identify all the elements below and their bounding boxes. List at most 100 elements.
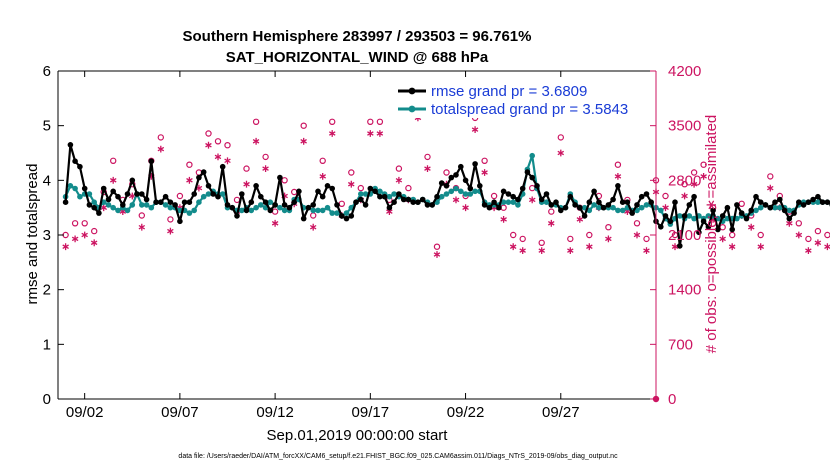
rmse-point — [196, 174, 202, 181]
rmse-point — [724, 204, 731, 211]
rmse-point — [510, 193, 516, 200]
obs-possible-marker — [548, 208, 555, 215]
rmse-point — [172, 202, 178, 208]
spread-point — [205, 191, 212, 197]
spread-point — [334, 210, 340, 216]
obs-possible-marker — [614, 161, 622, 168]
rmse-point — [572, 202, 578, 208]
chart-title: Southern Hemisphere 283997 / 293503 = 96… — [183, 28, 532, 45]
rmse-point — [743, 215, 750, 222]
obs-assimilated-marker — [328, 130, 336, 137]
rmse-point — [386, 204, 393, 211]
obs-assimilated-marker — [671, 243, 679, 251]
rmse-point — [796, 199, 802, 205]
obs-possible-marker — [224, 141, 231, 149]
y-axis-label: rmse and totalspread — [24, 164, 41, 305]
legend: rmse grand pr = 3.6809 totalspread grand… — [392, 80, 650, 118]
x-tick-label: 09/22 — [447, 404, 485, 421]
spread-point — [615, 207, 621, 214]
obs-assimilated-marker — [157, 145, 165, 153]
rmse-point — [462, 177, 469, 184]
y2-tick-label: 0 — [668, 391, 676, 408]
x-tick-label: 09/02 — [66, 404, 104, 421]
obs-possible-marker — [824, 231, 830, 239]
spread-point — [115, 207, 121, 214]
obs-possible-marker — [510, 231, 517, 239]
spread-point — [258, 202, 264, 208]
rmse-point — [315, 188, 321, 195]
rmse-point — [339, 213, 345, 219]
obs-possible-marker — [348, 169, 355, 176]
obs-assimilated-marker — [271, 219, 279, 227]
rmse-point — [267, 207, 274, 214]
legend-spread-marker — [408, 105, 416, 113]
spread-point — [281, 207, 288, 214]
obs-possible-marker — [252, 118, 260, 126]
spread-point — [277, 204, 283, 211]
y2-tick-label: 2100 — [668, 227, 701, 244]
rmse-point — [234, 213, 240, 219]
obs-possible-marker — [433, 243, 441, 250]
y2-tick-label: 4200 — [668, 63, 701, 80]
obs-assimilated-marker — [481, 169, 488, 176]
obs-assimilated-marker — [690, 180, 698, 188]
rmse-line — [64, 143, 830, 247]
obs-assimilated-marker — [214, 153, 222, 161]
spread-point — [677, 213, 683, 219]
x-tick-label: 09/17 — [352, 404, 390, 421]
obs-assimilated-marker — [128, 192, 136, 200]
obs-possible-marker — [700, 161, 707, 168]
obs-possible-marker — [662, 192, 669, 200]
rmse-point — [553, 199, 559, 205]
rmse-point — [405, 196, 412, 203]
rmse-point — [729, 226, 735, 233]
rmse-point — [305, 204, 312, 211]
spread-point — [438, 193, 445, 200]
spread-point — [248, 207, 255, 214]
obs-assimilated-marker — [452, 196, 460, 204]
rmse-point — [281, 202, 288, 208]
y2-tick-label: 700 — [668, 336, 693, 353]
obs-possible-marker — [690, 169, 698, 176]
rmse-point — [415, 199, 421, 205]
rmse-point — [377, 193, 383, 200]
obs-possible-marker — [138, 212, 145, 219]
rmse-point — [596, 199, 602, 205]
spread-point — [753, 207, 759, 214]
spread-point — [329, 210, 336, 216]
rmse-point — [624, 199, 631, 205]
spread-point — [377, 188, 383, 195]
rmse-point — [91, 204, 97, 211]
footer-data-file: data file: /Users/raeder/DAI/ATM_forcXX/… — [178, 453, 618, 460]
rmse-point — [777, 196, 783, 203]
rmse-point — [186, 199, 193, 205]
spread-point — [467, 191, 474, 197]
obs-assimilated-marker — [309, 223, 317, 231]
rmse-point — [205, 183, 212, 189]
spread-point — [267, 199, 274, 205]
rmse-point — [691, 193, 697, 200]
rmse-point — [648, 199, 654, 205]
rmse-point — [239, 191, 245, 197]
rmse-point — [672, 199, 678, 205]
rmse-point — [329, 185, 336, 192]
legend-box — [392, 80, 650, 118]
rmse-point — [400, 196, 407, 203]
y2-tick-label: 3500 — [668, 118, 701, 135]
rmse-point — [738, 210, 745, 216]
obs-possible-marker — [329, 118, 336, 126]
obs-assimilated-marker — [262, 165, 269, 172]
obs-possible-marker — [605, 223, 612, 231]
rmse-point — [124, 191, 131, 197]
spread-point — [619, 207, 626, 214]
rmse-point — [219, 163, 226, 170]
rmse-point — [367, 185, 374, 192]
obs-assimilated-marker — [519, 247, 526, 254]
obs-assimilated-marker — [319, 173, 327, 180]
spread-point — [319, 207, 326, 214]
rmse-point — [177, 218, 183, 225]
obs-assimilated-marker — [347, 180, 355, 188]
rmse-point — [567, 193, 574, 200]
obs-possible-marker — [281, 177, 288, 184]
rmse-point — [524, 169, 531, 175]
